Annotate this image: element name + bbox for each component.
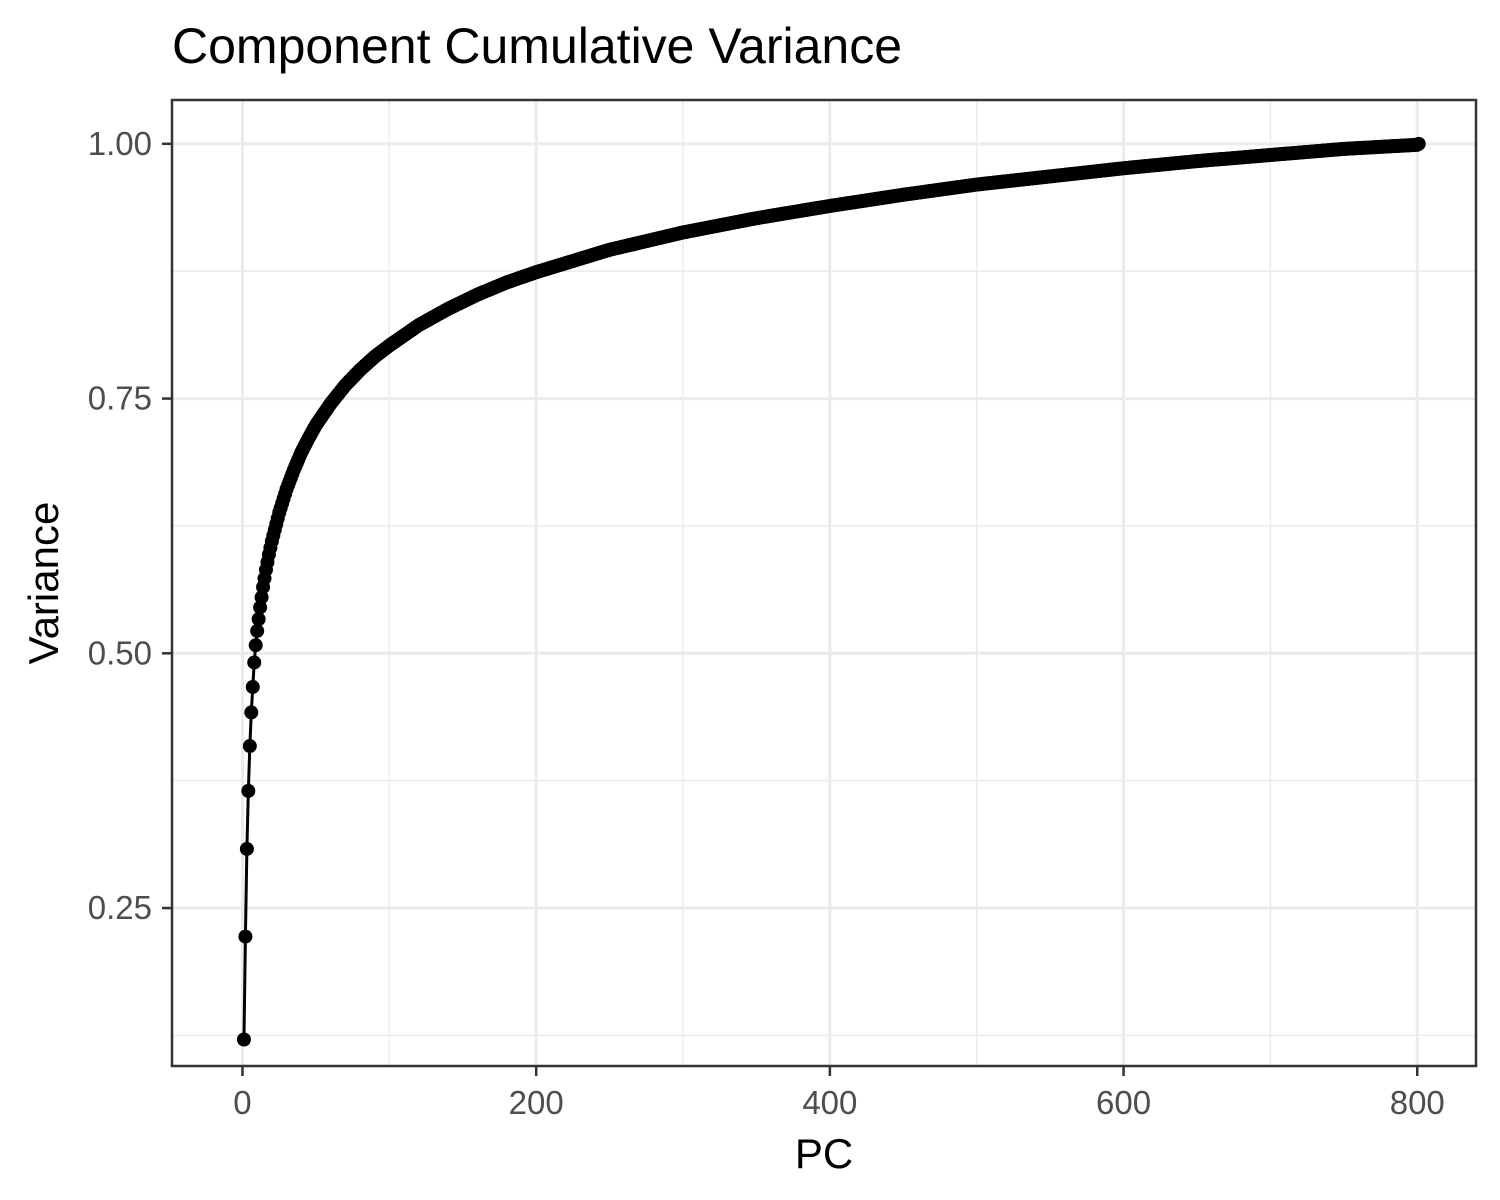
data-point (239, 841, 254, 856)
y-tick-label: 0.75 (88, 380, 152, 417)
x-tick-label: 400 (802, 1084, 857, 1121)
data-point (248, 638, 263, 653)
data-point (242, 739, 257, 754)
data-series (236, 136, 1426, 1047)
data-point (241, 783, 256, 798)
data-point (238, 929, 253, 944)
x-tick-label: 800 (1390, 1084, 1445, 1121)
chart-title: Component Cumulative Variance (172, 18, 902, 74)
data-point (247, 655, 262, 670)
data-point (245, 679, 260, 694)
plot-panel-border (170, 98, 1478, 1068)
data-point (244, 705, 259, 720)
y-tick-label: 1.00 (88, 125, 152, 162)
y-axis-title: Variance (20, 502, 67, 665)
y-axis: 0.25 0.50 0.75 1.00 (88, 125, 172, 926)
data-point (250, 623, 265, 638)
y-tick-label: 0.50 (88, 634, 152, 671)
x-axis-title: PC (795, 1130, 853, 1177)
x-axis: 0 200 400 600 800 (233, 1066, 1445, 1121)
data-point (236, 1032, 251, 1047)
x-tick-label: 200 (509, 1084, 564, 1121)
data-point (1411, 136, 1426, 151)
x-tick-label: 0 (233, 1084, 251, 1121)
data-point (251, 612, 266, 627)
y-tick-label: 0.25 (88, 889, 152, 926)
x-tick-label: 600 (1096, 1084, 1151, 1121)
grid (172, 100, 1476, 1066)
